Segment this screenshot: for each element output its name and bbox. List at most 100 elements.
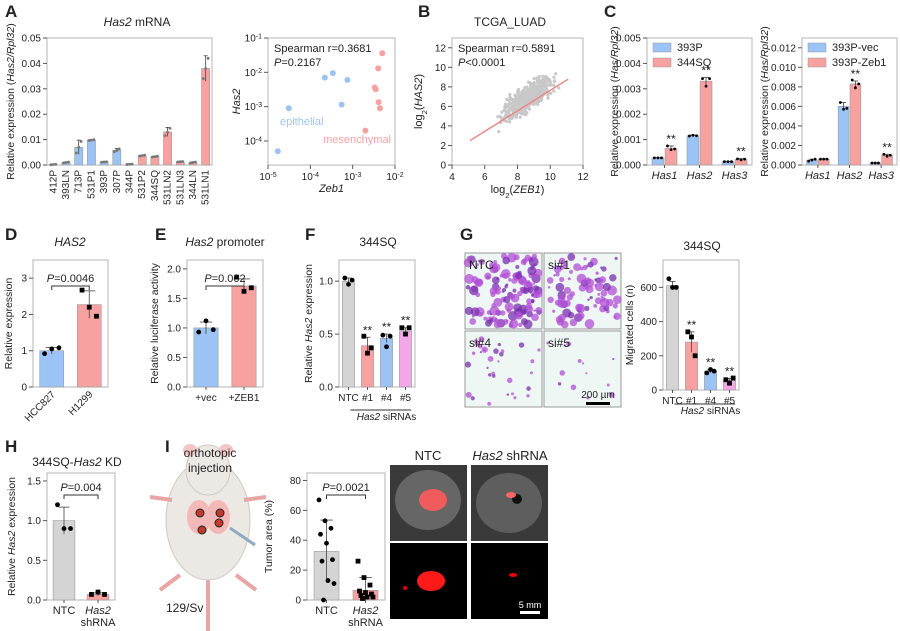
data-point [546,93,550,97]
stained-cell [587,261,594,268]
data-point [516,90,520,94]
data-point [346,281,351,287]
bar-E [193,327,219,388]
data-point [138,154,142,158]
data-point [100,160,104,164]
stained-cell [573,263,582,272]
data-point [530,91,534,95]
chart-title-E: Has2 promoter [185,235,264,249]
plot-frame-E [186,259,264,388]
x-tick-label: 393LN [61,170,72,199]
y-tick-label: 0.012 [771,43,796,54]
x-tick-label: 8 [515,172,521,183]
stained-cell [594,282,604,292]
data-point [130,162,134,166]
bar-A1 [87,139,96,166]
stained-cell [527,266,537,276]
stained-cell [465,391,472,398]
stained-cell [464,273,475,284]
data-point [49,346,55,352]
y-tick-label: 1 [21,346,27,357]
y-axis-label-E: Relative luciferase activity [149,262,161,384]
data-point [543,78,547,82]
data-point-epithelial [274,148,281,155]
stained-cell [589,295,593,300]
x-tick-label: HCC827 [23,389,58,424]
significance-bracket [326,494,366,499]
data-point [726,160,730,164]
data-point [330,557,335,563]
stained-cell [508,311,518,321]
data-point [537,79,541,83]
stained-cell [558,257,566,265]
data-point-epithelial [344,76,351,83]
image-label: si#5 [548,336,570,350]
mouse-strain-label: 129/Sv [166,601,203,615]
y-tick-label: 0.006 [771,102,796,113]
data-point [143,153,147,157]
data-point [546,96,550,100]
stained-cell [612,357,615,361]
bar-D [39,350,65,388]
y-tick-label: 12 [435,43,447,54]
data-point [384,344,389,350]
stained-cell [587,298,590,301]
data-point [730,160,733,164]
data-point [507,103,511,107]
data-point [206,56,210,60]
y-tick-label: 0.0 [27,596,41,607]
stained-cell [502,318,509,325]
data-point [90,138,93,142]
plot-frame-D [32,259,109,388]
chart-title-F: 344SQ [359,235,396,249]
data-point [549,91,553,95]
stained-cell [493,348,499,354]
image-label: NTC [469,258,494,272]
y-tick-label: 0 [21,383,27,394]
stained-cell [597,292,601,296]
data-point [689,334,694,340]
data-point [723,377,729,383]
y-tick-label: 0.010 [771,63,796,74]
scale-bar-5mm: 5 mm [519,600,542,610]
chart-title-G: 344SQ [683,239,720,253]
data-point [387,333,393,339]
stained-cell [493,260,498,264]
stained-cell [469,285,479,296]
data-point [660,156,663,160]
stained-cell [609,274,617,282]
data-point [153,155,157,159]
image-label-ntc: NTC [415,448,442,463]
y-tick-label: 0.004 [771,121,796,132]
data-point [342,275,348,281]
data-point [810,158,814,162]
y-tick-label: 0.04 [22,59,42,70]
data-point [512,114,517,118]
data-point [125,163,129,166]
stained-cell [531,298,535,303]
stained-cell [612,303,618,309]
x-tick-label: NTC [338,393,359,404]
data-point [536,102,540,107]
stained-cell [566,341,572,347]
y-tick-label: 0.008 [771,82,796,93]
data-point [357,588,362,594]
data-point [523,99,527,103]
data-point [730,375,736,381]
legend-swatch [652,57,672,68]
data-point [168,126,172,130]
stained-cell [557,382,562,386]
data-point [525,86,529,90]
x-tick-label: Has2 [837,170,863,182]
data-point [504,113,508,117]
y-tick-label: 400 [640,317,657,328]
data-point [523,90,527,94]
y-tick-label: 60 [290,506,302,517]
data-point [552,80,557,84]
data-point-mesenchymal [375,99,382,106]
stained-cell [594,283,598,287]
data-point [89,592,94,597]
data-point [361,333,367,339]
data-point [888,153,892,157]
data-point [115,148,119,152]
